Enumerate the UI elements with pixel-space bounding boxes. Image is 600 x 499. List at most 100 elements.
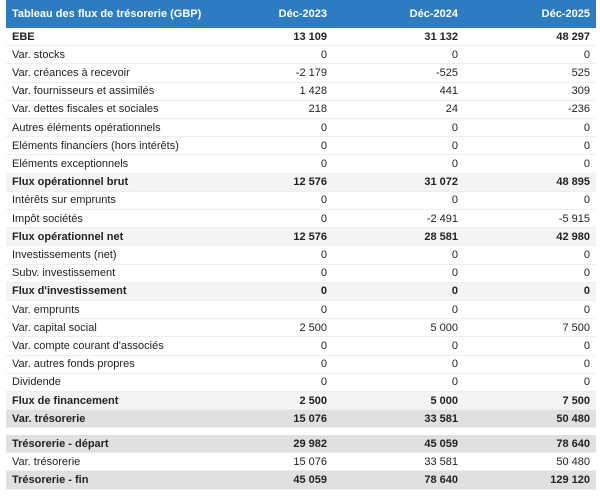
- row-value: 0: [320, 157, 327, 170]
- row-value: 29 982: [293, 437, 327, 450]
- row-value: 218: [308, 103, 327, 116]
- table-row: Var. fournisseurs et assimilés 1 428 441 30…: [6, 83, 596, 101]
- row-value: 2 500: [299, 394, 327, 407]
- row-label: Var. fournisseurs et assimilés: [12, 85, 155, 98]
- table-row: Var. trésorerie 15 076 33 581 50 480: [6, 453, 596, 472]
- row-value: 0: [583, 376, 590, 389]
- row-value: 525: [571, 66, 590, 79]
- row-value: 78 640: [424, 473, 458, 486]
- row-value: 12 576: [293, 176, 327, 189]
- row-value: 0: [583, 358, 590, 371]
- row-value: 15 076: [293, 455, 327, 468]
- row-value: 15 076: [293, 412, 327, 425]
- row-value: 13 109: [293, 30, 327, 43]
- row-label: Flux opérationnel net: [12, 230, 124, 243]
- row-value: 33 581: [424, 455, 458, 468]
- row-label: Var. stocks: [12, 48, 65, 61]
- row-label: EBE: [12, 30, 35, 43]
- row-label: Eléments financiers (hors intérêts): [12, 139, 179, 152]
- row-value: 42 980: [556, 230, 590, 243]
- row-value: 0: [451, 194, 458, 207]
- row-value: 0: [583, 339, 590, 352]
- row-value: 0: [451, 121, 458, 134]
- column-header: Déc-2024: [409, 8, 458, 20]
- row-value: 0: [320, 48, 327, 61]
- row-value: 50 480: [556, 412, 590, 425]
- row-value: 0: [320, 212, 327, 225]
- row-value: 441: [439, 85, 458, 98]
- row-value: 7 500: [562, 321, 590, 334]
- row-value: 31 072: [424, 176, 458, 189]
- row-label: Trésorerie - fin: [12, 473, 89, 486]
- row-value: 5 000: [430, 321, 458, 334]
- row-value: 5 000: [430, 394, 458, 407]
- row-label: Var. trésorerie: [12, 412, 86, 425]
- row-value: 309: [571, 85, 590, 98]
- row-value: 0: [583, 121, 590, 134]
- row-value: 0: [583, 157, 590, 170]
- row-value: 0: [451, 376, 458, 389]
- row-label: Eléments exceptionnels: [12, 157, 129, 170]
- table-row: EBE 13 109 31 132 48 297: [6, 28, 596, 47]
- row-label: Var. emprunts: [12, 303, 80, 316]
- table-row: Var. dettes fiscales et sociales 218 24 -23…: [6, 101, 596, 119]
- row-value: -236: [567, 103, 590, 116]
- table-row: Var. compte courant d'associés 0 0 0: [6, 337, 596, 356]
- table-row: Dividende 0 0 0: [6, 374, 596, 392]
- row-value: 48 895: [556, 176, 590, 189]
- row-value: 0: [451, 267, 458, 280]
- row-value: 0: [583, 303, 590, 316]
- row-label: Intérêts sur emprunts: [12, 194, 116, 207]
- table-row: Var. emprunts 0 0 0: [6, 301, 596, 320]
- row-value: 12 576: [293, 230, 327, 243]
- table-row: Investissements (net) 0 0 0: [6, 246, 596, 265]
- row-value: 33 581: [424, 412, 458, 425]
- row-value: -5 915: [558, 212, 590, 225]
- row-value: 2 500: [299, 321, 327, 334]
- table-row: Var. stocks 0 0 0: [6, 46, 596, 65]
- row-value: 0: [320, 267, 327, 280]
- row-value: -525: [435, 66, 458, 79]
- row-value: 45 059: [424, 437, 458, 450]
- table-row: Var. autres fonds propres 0 0 0: [6, 356, 596, 374]
- row-label: Flux d'investissement: [12, 285, 127, 298]
- row-value: 1 428: [299, 85, 327, 98]
- row-label: Autres éléments opérationnels: [12, 121, 161, 134]
- column-header: Déc-2023: [278, 8, 327, 20]
- row-value: 0: [320, 194, 327, 207]
- row-value: 0: [320, 376, 327, 389]
- row-value: 24: [445, 103, 458, 116]
- row-value: 0: [583, 194, 590, 207]
- row-label: Var. autres fonds propres: [12, 358, 135, 371]
- row-value: 0: [451, 48, 458, 61]
- row-value: 0: [583, 267, 590, 280]
- table-row: Flux opérationnel net 12 576 28 581 42 980: [6, 228, 596, 247]
- row-value: -2 179: [295, 66, 327, 79]
- row-value: -2 491: [426, 212, 458, 225]
- row-value: 129 120: [550, 473, 590, 486]
- row-label: Flux opérationnel brut: [12, 176, 129, 189]
- row-label: Var. compte courant d'associés: [12, 339, 164, 352]
- row-label: Var. créances à recevoir: [12, 66, 130, 79]
- table-row: Var. créances à recevoir -2 179 -525 525: [6, 64, 596, 83]
- row-value: 0: [320, 139, 327, 152]
- row-value: 31 132: [424, 30, 458, 43]
- row-value: 0: [583, 285, 590, 298]
- table-row: Var. capital social 2 500 5 000 7 500: [6, 319, 596, 338]
- row-value: 0: [320, 285, 327, 298]
- row-label: Impôt sociétés: [12, 212, 83, 225]
- row-value: 0: [451, 303, 458, 316]
- row-label: Flux de financement: [12, 394, 119, 407]
- row-value: 0: [451, 285, 458, 298]
- row-value: 0: [320, 121, 327, 134]
- table-row: Var. trésorerie 15 076 33 581 50 480: [6, 410, 596, 429]
- row-value: 0: [583, 139, 590, 152]
- row-value: 0: [583, 248, 590, 261]
- table-row: Intérêts sur emprunts 0 0 0: [6, 192, 596, 210]
- row-value: 7 500: [562, 394, 590, 407]
- row-value: 0: [451, 339, 458, 352]
- row-value: 78 640: [556, 437, 590, 450]
- header-row: Tableau des flux de trésorerie (GBP) Déc-…: [6, 0, 596, 28]
- row-label: Var. dettes fiscales et sociales: [12, 103, 159, 116]
